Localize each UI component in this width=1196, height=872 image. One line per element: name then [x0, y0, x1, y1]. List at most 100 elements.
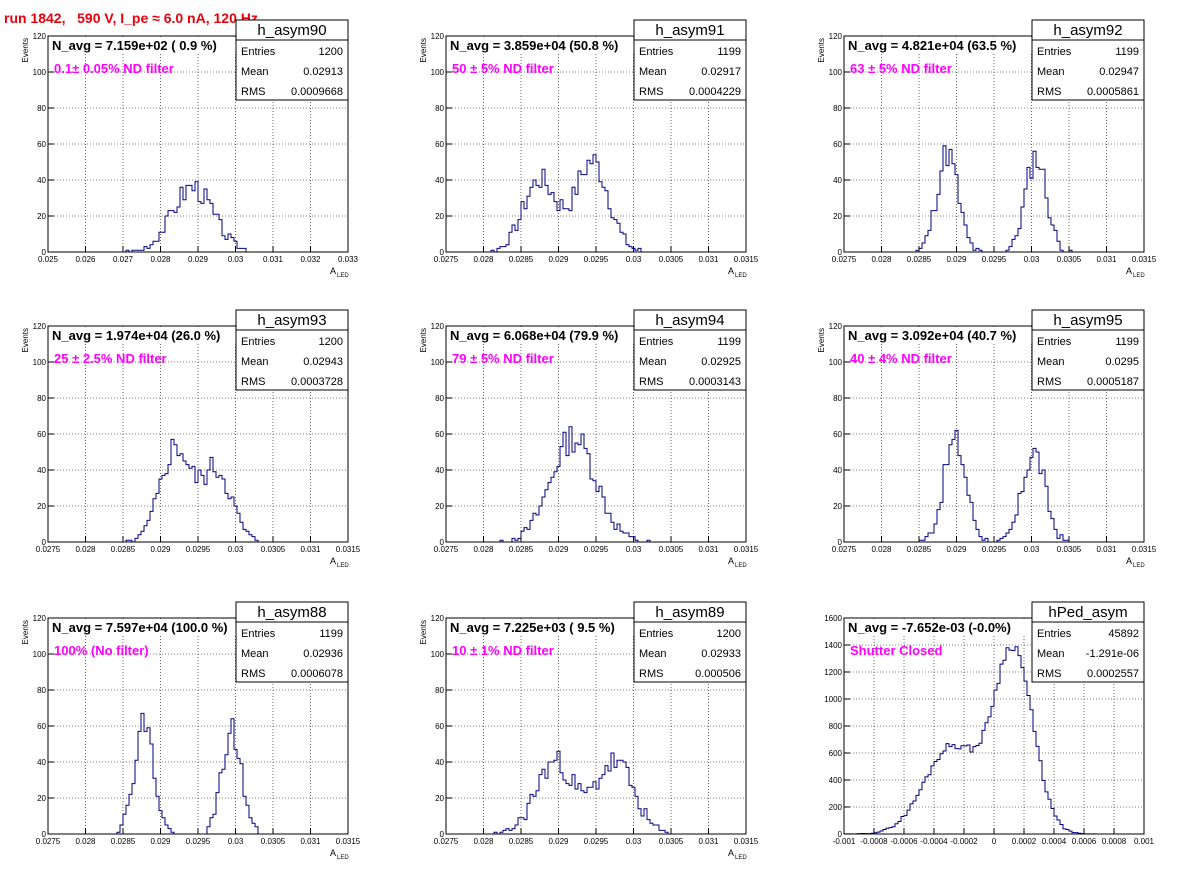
stats-rms-value: 0.0006078	[291, 668, 343, 680]
y-tick-label: 60	[435, 430, 444, 439]
x-tick-label: 0.0295	[584, 545, 609, 554]
filter-annotation: 100% (No filter)	[54, 643, 149, 658]
x-axis-label-subscript: LED	[337, 273, 349, 279]
histogram-panel-h_asym95: 0.0275 0.028 0.0285 0.029 0.0295 0.03 0.0305 0.…	[817, 309, 1157, 569]
x-tick-label: 0.026	[75, 255, 96, 264]
y-tick-label: 100	[33, 650, 47, 659]
stats-entries-label: Entries	[639, 336, 674, 348]
x-tick-label: 0.0285	[907, 545, 932, 554]
y-tick-label: 80	[37, 394, 46, 403]
x-tick-label: 0.032	[300, 255, 321, 264]
x-tick-label: 0.0315	[734, 837, 759, 846]
x-tick-label: 0.025	[38, 255, 59, 264]
stats-entries-value: 1199	[1115, 46, 1139, 58]
stats-histname: h_asym92	[1053, 22, 1122, 39]
x-tick-label: 0	[992, 837, 997, 846]
y-tick-label: 40	[37, 758, 46, 767]
panel-title: N_avg = -7.652e-03 (-0.0%)	[848, 620, 1011, 635]
stats-entries-value: 1199	[717, 46, 741, 58]
x-tick-label: 0.0275	[434, 837, 459, 846]
panel-title: N_avg = 1.974e+04 (26.0 %)	[52, 328, 220, 343]
x-tick-label: 0.0275	[832, 545, 857, 554]
stats-rms-value: 0.0005187	[1087, 376, 1139, 388]
y-tick-label: 80	[37, 686, 46, 695]
y-tick-label: 60	[37, 722, 46, 731]
y-tick-label: 1400	[824, 641, 842, 650]
x-tick-label: 0.0295	[186, 837, 211, 846]
y-tick-label: 1600	[824, 614, 842, 623]
y-tick-label: 100	[829, 358, 843, 367]
x-tick-label: 0.03	[626, 545, 642, 554]
x-tick-label: 0.0285	[509, 837, 534, 846]
stats-entries-label: Entries	[241, 46, 276, 58]
stats-mean-label: Mean	[639, 648, 667, 660]
x-tick-label: 0.031	[300, 545, 321, 554]
x-tick-label: -0.0004	[920, 837, 948, 846]
filter-annotation: 25 ± 2.5% ND filter	[54, 351, 167, 366]
stats-rms-value: 0.0002557	[1087, 668, 1139, 680]
x-axis-label: A	[330, 266, 336, 276]
stats-mean-value: 0.02943	[303, 356, 343, 368]
stats-rms-label: RMS	[241, 376, 265, 388]
histogram-panel-h_asym89: 0.0275 0.028 0.0285 0.029 0.0295 0.03 0.0305 0.…	[419, 601, 759, 861]
x-tick-label: 0.0295	[584, 837, 609, 846]
x-tick-label: 0.0275	[434, 545, 459, 554]
filter-annotation: 50 ± 5% ND filter	[452, 61, 554, 76]
x-tick-label: 0.028	[75, 545, 96, 554]
stats-mean-label: Mean	[1037, 66, 1065, 78]
title-box	[448, 619, 638, 636]
x-tick-label: 0.029	[150, 545, 171, 554]
y-tick-label: 40	[833, 176, 842, 185]
x-tick-label: 0.028	[75, 837, 96, 846]
histogram-line	[844, 429, 1144, 543]
x-tick-label: 0.0305	[1057, 545, 1082, 554]
panel-title: N_avg = 6.068e+04 (79.9 %)	[450, 328, 618, 343]
y-tick-label: 80	[833, 104, 842, 113]
y-tick-label: 20	[435, 794, 444, 803]
y-tick-label: 20	[435, 502, 444, 511]
y-tick-label: 80	[435, 686, 444, 695]
y-tick-label: 40	[37, 466, 46, 475]
x-tick-label: 0.028	[871, 545, 892, 554]
x-axis-label: A	[728, 556, 734, 566]
x-tick-label: 0.0008	[1102, 837, 1127, 846]
y-tick-label: 100	[33, 68, 47, 77]
y-tick-label: 0	[838, 830, 843, 839]
panel-title: N_avg = 4.821e+04 (63.5 %)	[848, 38, 1016, 53]
x-tick-label: 0.031	[698, 545, 719, 554]
y-tick-label: 60	[435, 722, 444, 731]
x-axis-label: A	[1126, 266, 1132, 276]
stats-rms-value: 0.0005861	[1087, 86, 1139, 98]
y-tick-label: 1200	[824, 668, 842, 677]
x-tick-label: 0.0305	[659, 255, 684, 264]
stats-histname: h_asym89	[655, 604, 724, 621]
x-tick-label: 0.029	[946, 545, 967, 554]
title-box	[846, 619, 1036, 636]
panel-title: N_avg = 3.092e+04 (40.7 %)	[848, 328, 1016, 343]
stats-box	[633, 309, 747, 391]
title-box	[846, 37, 1036, 54]
stats-box	[633, 601, 747, 683]
x-tick-label: 0.0315	[734, 255, 759, 264]
stats-rms-value: 0.0003728	[291, 376, 343, 388]
y-tick-label: 600	[829, 749, 843, 758]
histogram-line	[843, 646, 1144, 835]
y-tick-label: 0	[838, 248, 843, 257]
filter-annotation: 63 ± 5% ND filter	[850, 61, 952, 76]
y-tick-label: 40	[37, 176, 46, 185]
stats-entries-value: 1199	[717, 336, 741, 348]
y-tick-label: 0	[42, 538, 47, 547]
x-tick-label: 0.0315	[336, 837, 361, 846]
x-axis-label-subscript: LED	[337, 563, 349, 569]
y-tick-label: 120	[431, 614, 445, 623]
stats-mean-label: Mean	[241, 356, 269, 368]
x-tick-label: 0.031	[263, 255, 284, 264]
x-tick-label: 0.0275	[36, 545, 61, 554]
y-tick-label: 0	[42, 830, 47, 839]
y-tick-label: 80	[435, 394, 444, 403]
x-axis-label: A	[330, 848, 336, 858]
histogram-panel-h_asym88: 0.0275 0.028 0.0285 0.029 0.0295 0.03 0.0305 0.…	[21, 601, 361, 861]
y-axis-label: Events	[21, 328, 30, 352]
x-tick-label: 0.03	[1024, 255, 1040, 264]
x-axis-label-subscript: LED	[1133, 563, 1145, 569]
